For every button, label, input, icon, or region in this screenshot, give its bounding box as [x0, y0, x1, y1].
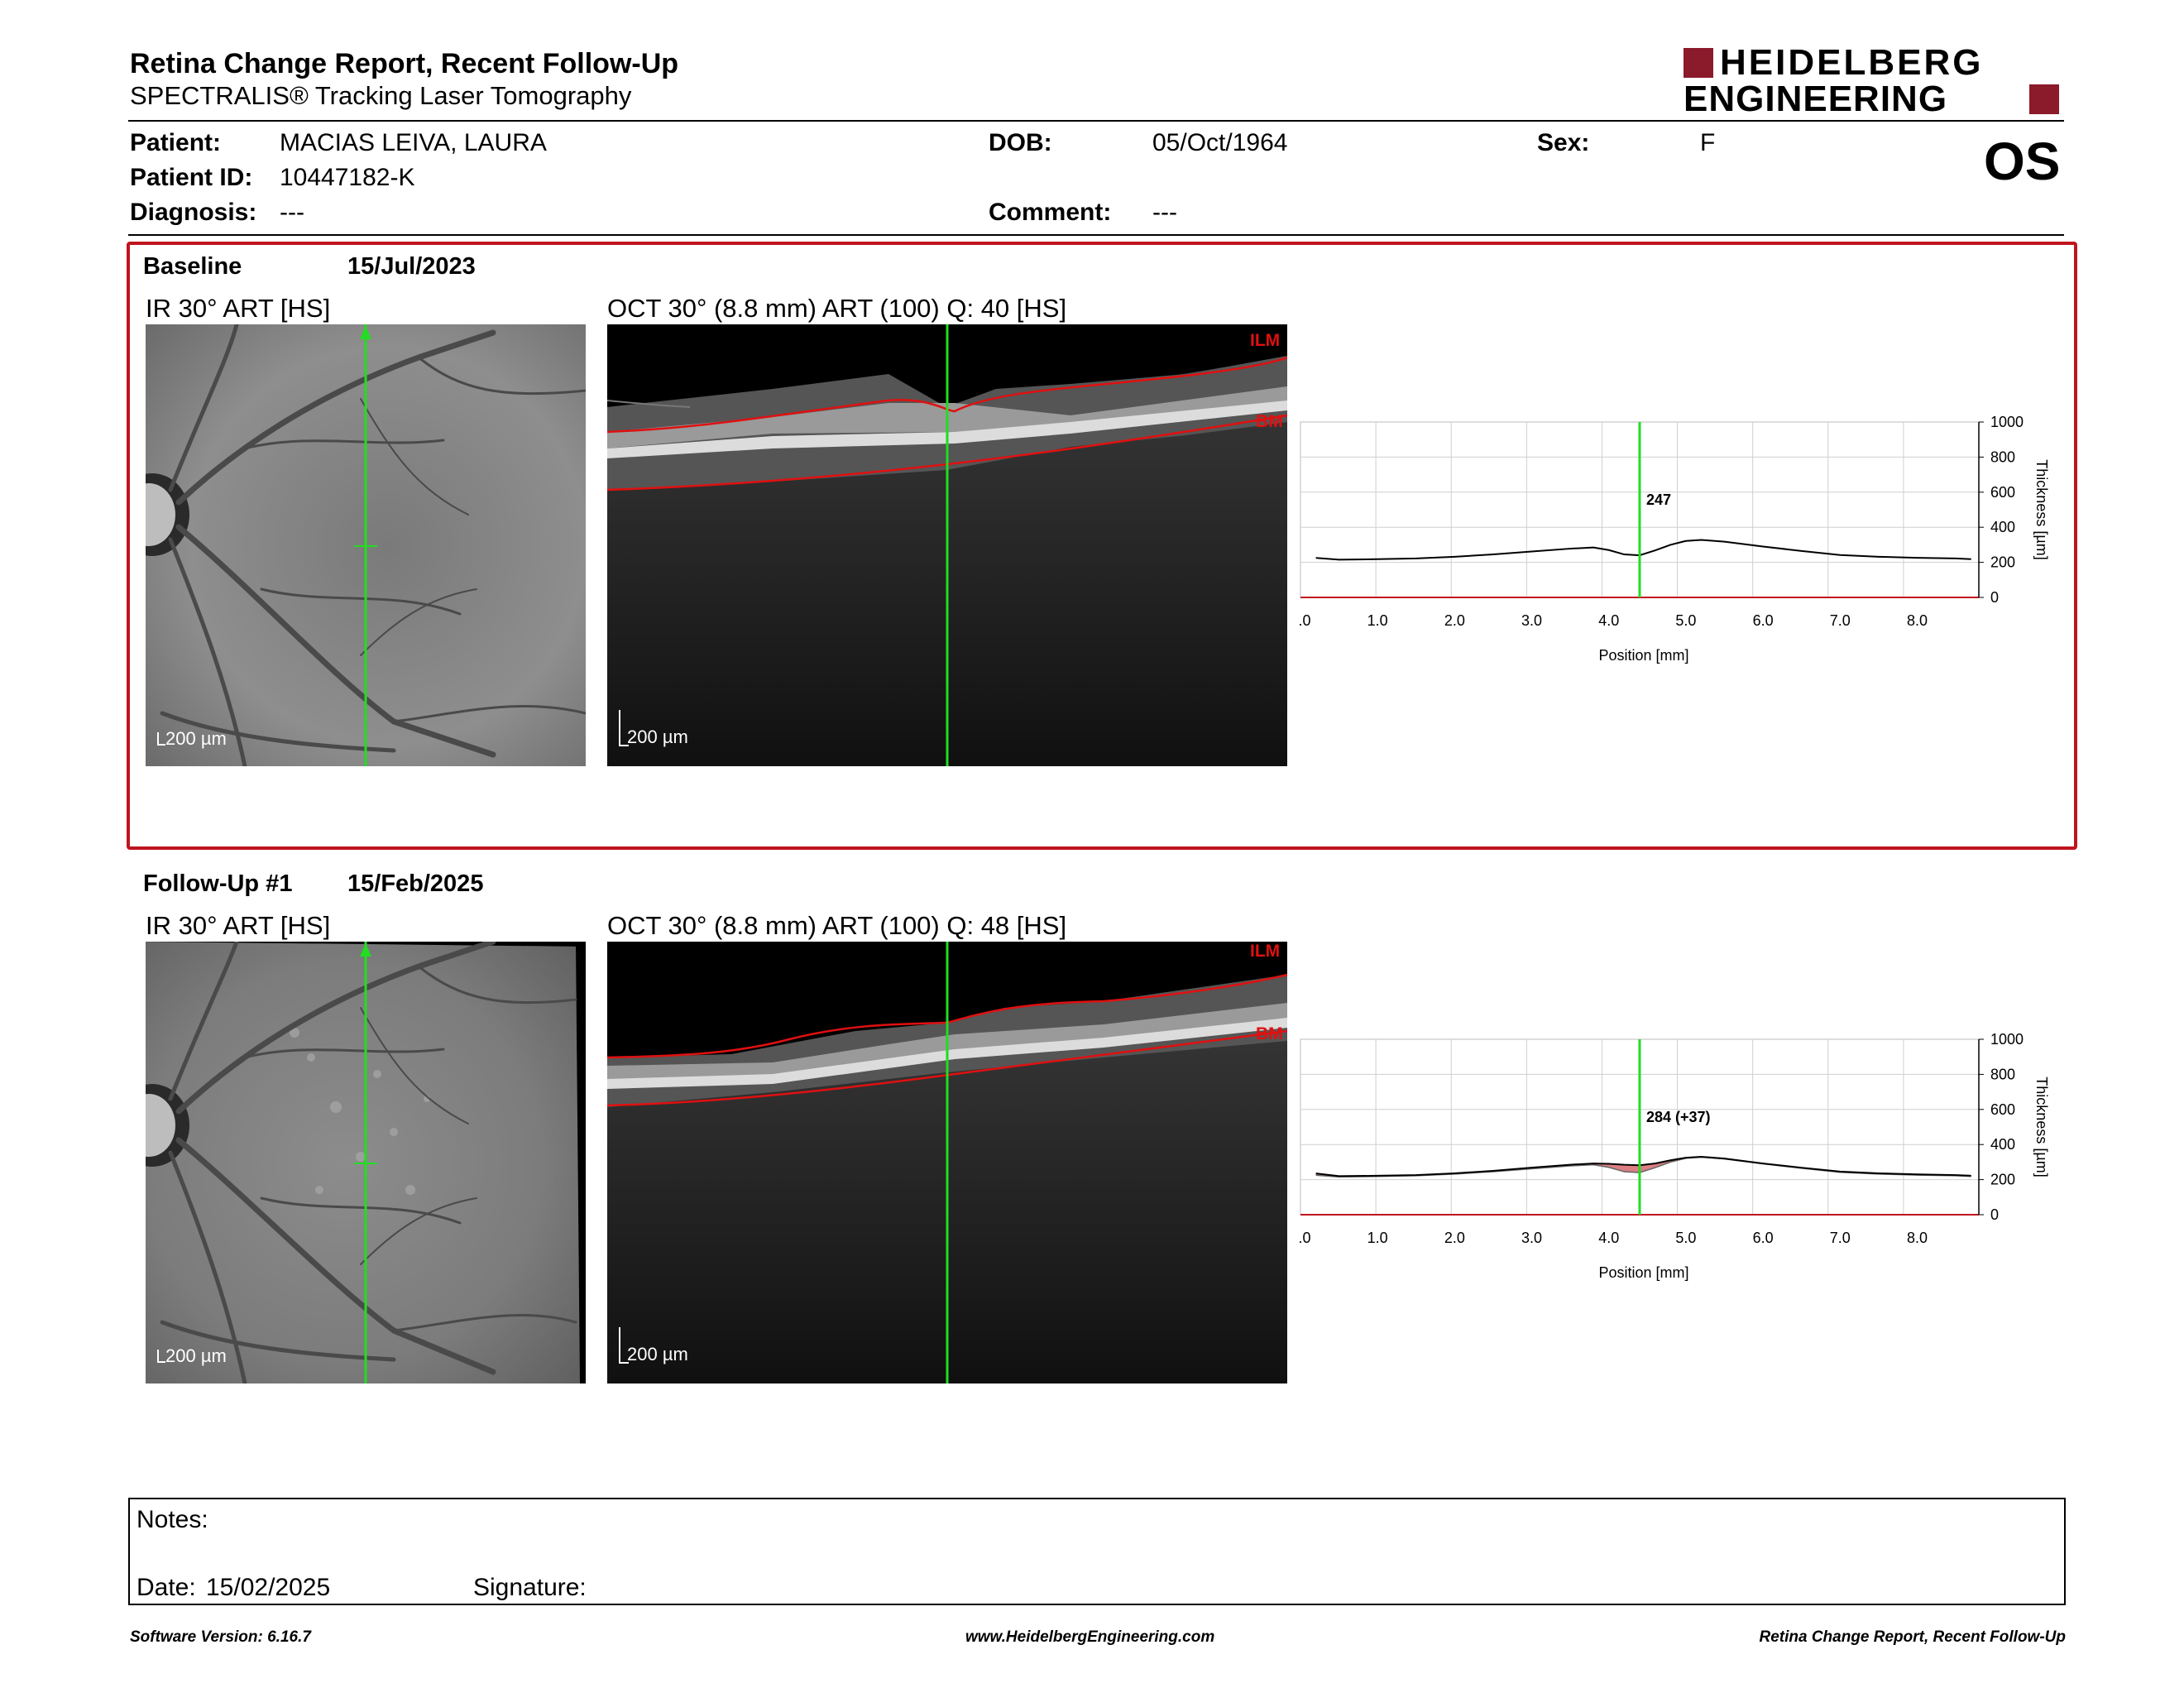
baseline-ir-scalebar [157, 732, 159, 746]
x-tick-label: 8.0 [1907, 612, 1928, 629]
x-tick-label: 1.0 [1367, 1230, 1388, 1246]
website-link[interactable]: www.HeidelbergEngineering.com [965, 1628, 1215, 1646]
y-tick-label: 200 [1990, 1172, 2015, 1188]
x-tick-label: 0.0 [1299, 612, 1311, 629]
notes-label: Notes: [136, 1506, 208, 1533]
marker-value-label: 284 (+37) [1646, 1109, 1711, 1125]
followup-ir-image[interactable]: 200 µm [146, 942, 586, 1383]
x-tick-label: 7.0 [1830, 1230, 1851, 1246]
followup-date: 15/Feb/2025 [347, 870, 484, 897]
sex: F [1700, 129, 1716, 156]
y-tick-label: 200 [1990, 554, 2015, 571]
footer-report-name: Retina Change Report, Recent Follow-Up [1759, 1628, 2066, 1646]
followup-oct-scale-label: 200 µm [627, 1344, 688, 1364]
y-axis-label: Thickness [µm] [2033, 1077, 2050, 1177]
comment-label: Comment: [989, 199, 1112, 226]
x-tick-label: 4.0 [1598, 612, 1619, 629]
notes-date-label: Date: [136, 1574, 196, 1601]
eye-indicator: OS [1984, 132, 2061, 191]
baseline-date: 15/Jul/2023 [347, 253, 476, 280]
followup-oct-image[interactable]: ILM BM 200 µm [607, 942, 1287, 1383]
baseline-oct-scale-label: 200 µm [627, 727, 688, 747]
y-tick-label: 600 [1990, 484, 2015, 501]
x-tick-label: 6.0 [1753, 1230, 1774, 1246]
followup-ir-title: IR 30° ART [HS] [146, 911, 331, 940]
followup-oct-scalebar [619, 1327, 620, 1364]
x-tick-label: 5.0 [1675, 612, 1696, 629]
baseline-oct-title: OCT 30° (8.8 mm) ART (100) Q: 40 [HS] [607, 294, 1067, 323]
diagnosis: --- [280, 199, 304, 226]
patient-divider [128, 234, 2064, 236]
baseline-oct-scalebar [619, 710, 620, 746]
followup-bm-label: BM [1256, 1024, 1283, 1043]
thickness-line [1315, 1156, 1971, 1177]
y-axis-label: Thickness [µm] [2033, 459, 2050, 559]
x-tick-label: 4.0 [1598, 1230, 1619, 1246]
notes-box: Notes: Date: 15/02/2025 Signature: [128, 1498, 2066, 1605]
baseline-ir-scalebar-base [157, 744, 165, 746]
baseline-thickness-chart: 0 200 400 600 800 1000 0.0 1.0 2.0 3.0 4.0 5.0 6.0 7.… [1299, 414, 2050, 664]
y-tick-label: 600 [1990, 1101, 2015, 1118]
patient-name-label: Patient: [130, 129, 222, 156]
followup-ir-scalebar-base [157, 1361, 165, 1363]
patient-name: MACIAS LEIVA, LAURA [280, 129, 547, 156]
comment: --- [1152, 199, 1177, 226]
patient-id: 10447182-K [280, 164, 415, 191]
followup-label: Follow-Up #1 [143, 870, 293, 897]
logo-line1: HEIDELBERG [1720, 42, 1984, 83]
dob-label: DOB: [989, 129, 1052, 156]
x-tick-label: 3.0 [1521, 612, 1542, 629]
followup-ir-scalebar [157, 1350, 159, 1363]
baseline-frame [127, 242, 2077, 850]
followup-thickness-chart: 0 200 400 600 800 1000 0.0 1.0 2.0 3.0 4.0 5.0 6.0 7.… [1299, 1031, 2050, 1281]
baseline-oct-scalebar-base [619, 745, 629, 746]
x-tick-label: 6.0 [1753, 612, 1774, 629]
y-tick-label: 800 [1990, 1066, 2015, 1082]
y-tick-label: 800 [1990, 448, 2015, 465]
x-axis-label: Position [mm] [1598, 647, 1688, 664]
x-tick-label: 2.0 [1444, 1230, 1465, 1246]
x-tick-label: 0.0 [1299, 1230, 1311, 1246]
x-tick-label: 1.0 [1367, 612, 1388, 629]
marker-value-label: 247 [1646, 492, 1671, 508]
baseline-ir-title: IR 30° ART [HS] [146, 294, 331, 323]
x-tick-label: 3.0 [1521, 1230, 1542, 1246]
dob: 05/Oct/1964 [1152, 129, 1288, 156]
heidelberg-logo: HEIDELBERG ENGINEERING [1684, 42, 2072, 119]
baseline-label: Baseline [143, 253, 242, 280]
x-tick-label: 2.0 [1444, 612, 1465, 629]
report-title: Retina Change Report, Recent Follow-Up [130, 48, 679, 79]
software-version: Software Version: 6.16.7 [130, 1628, 311, 1646]
y-tick-label: 400 [1990, 1136, 2015, 1153]
x-tick-label: 7.0 [1830, 612, 1851, 629]
followup-oct-scalebar-base [619, 1362, 629, 1364]
x-tick-label: 5.0 [1675, 1230, 1696, 1246]
y-tick-label: 400 [1990, 519, 2015, 535]
logo-line2: ENGINEERING [1684, 79, 1948, 119]
notes-date: 15/02/2025 [206, 1574, 331, 1601]
y-tick-label: 0 [1990, 589, 1999, 606]
diagnosis-label: Diagnosis: [130, 199, 257, 226]
y-tick-label: 0 [1990, 1206, 1999, 1223]
thickness-line [1315, 539, 1971, 561]
followup-oct-title: OCT 30° (8.8 mm) ART (100) Q: 48 [HS] [607, 911, 1067, 940]
y-tick-label: 1000 [1990, 1031, 2024, 1048]
signature-label: Signature: [473, 1574, 587, 1601]
baseline-ir-scale-label: 200 µm [165, 728, 227, 749]
sex-label: Sex: [1537, 129, 1590, 156]
baseline-bm-label: BM [1256, 412, 1283, 431]
y-tick-label: 1000 [1990, 414, 2024, 430]
x-tick-label: 8.0 [1907, 1230, 1928, 1246]
x-axis-label: Position [mm] [1598, 1264, 1688, 1281]
followup-ilm-label: ILM [1250, 942, 1281, 961]
logo-square-right [2029, 84, 2059, 114]
followup-ir-scale-label: 200 µm [165, 1345, 227, 1366]
header-divider [128, 120, 2064, 122]
patient-id-label: Patient ID: [130, 164, 253, 191]
report-subtitle: SPECTRALIS® Tracking Laser Tomography [130, 81, 632, 110]
baseline-oct-image[interactable]: ILM BM 200 µm [607, 324, 1287, 766]
baseline-ilm-label: ILM [1250, 331, 1281, 350]
logo-square-left [1684, 48, 1713, 78]
baseline-ir-image[interactable]: 200 µm [146, 324, 586, 766]
